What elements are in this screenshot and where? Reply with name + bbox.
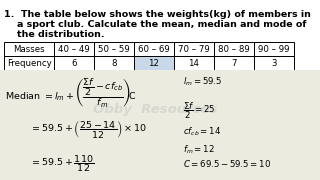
Text: 90 – 99: 90 – 99 [258, 44, 290, 53]
Bar [94, 42, 134, 56]
Text: Masses: Masses [13, 44, 45, 53]
Text: $= 59.5 + \dfrac{110}{12}$: $= 59.5 + \dfrac{110}{12}$ [30, 153, 94, 174]
Bar [94, 56, 134, 70]
Text: 40 – 49: 40 – 49 [58, 44, 90, 53]
Text: $\dfrac{\Sigma f}{2} = 25$: $\dfrac{\Sigma f}{2} = 25$ [183, 100, 215, 121]
Text: 70 – 79: 70 – 79 [178, 44, 210, 53]
Bar [54, 56, 94, 70]
Bar [214, 56, 254, 70]
Text: a sport club. Calculate the mean, median and mode of: a sport club. Calculate the mean, median… [4, 20, 307, 29]
Text: 6: 6 [71, 58, 77, 68]
Text: $C = 69.5 - 59.5 = 10$: $C = 69.5 - 59.5 = 10$ [183, 158, 271, 169]
Text: 7: 7 [231, 58, 237, 68]
Bar [174, 42, 214, 56]
Bar [54, 42, 94, 56]
Bar [0, 70, 320, 180]
Text: 1.  The table below shows the weights(kg) of members in: 1. The table below shows the weights(kg)… [4, 10, 311, 19]
Text: $f_m = 12$: $f_m = 12$ [183, 143, 215, 156]
Bar [4, 42, 54, 56]
Text: the distribution.: the distribution. [4, 30, 105, 39]
Text: 14: 14 [188, 58, 199, 68]
Bar [174, 56, 214, 70]
Text: Frequency: Frequency [7, 58, 52, 68]
Text: 60 – 69: 60 – 69 [138, 44, 170, 53]
Bar [134, 42, 174, 56]
Bar [254, 42, 294, 56]
Text: $l_m = 59.5$: $l_m = 59.5$ [183, 76, 222, 89]
Text: 8: 8 [111, 58, 117, 68]
Bar [134, 56, 174, 70]
Bar [4, 56, 54, 70]
Text: 50 – 59: 50 – 59 [98, 44, 130, 53]
Text: 12: 12 [148, 58, 159, 68]
Bar [254, 56, 294, 70]
Text: 80 – 89: 80 – 89 [218, 44, 250, 53]
Text: $cf_{cb} = 14$: $cf_{cb} = 14$ [183, 125, 221, 138]
Text: $= 59.5 + \left(\dfrac{25 - 14}{12}\right) \times 10$: $= 59.5 + \left(\dfrac{25 - 14}{12}\righ… [30, 118, 147, 140]
Text: Obby  Resources: Obby Resources [93, 103, 217, 116]
Text: Median $= l_m + \left(\dfrac{\dfrac{\Sigma f}{2} - cf_{cb}}{f_m}\right)\!$C: Median $= l_m + \left(\dfrac{\dfrac{\Sig… [5, 76, 137, 109]
Text: 3: 3 [271, 58, 277, 68]
Bar [214, 42, 254, 56]
